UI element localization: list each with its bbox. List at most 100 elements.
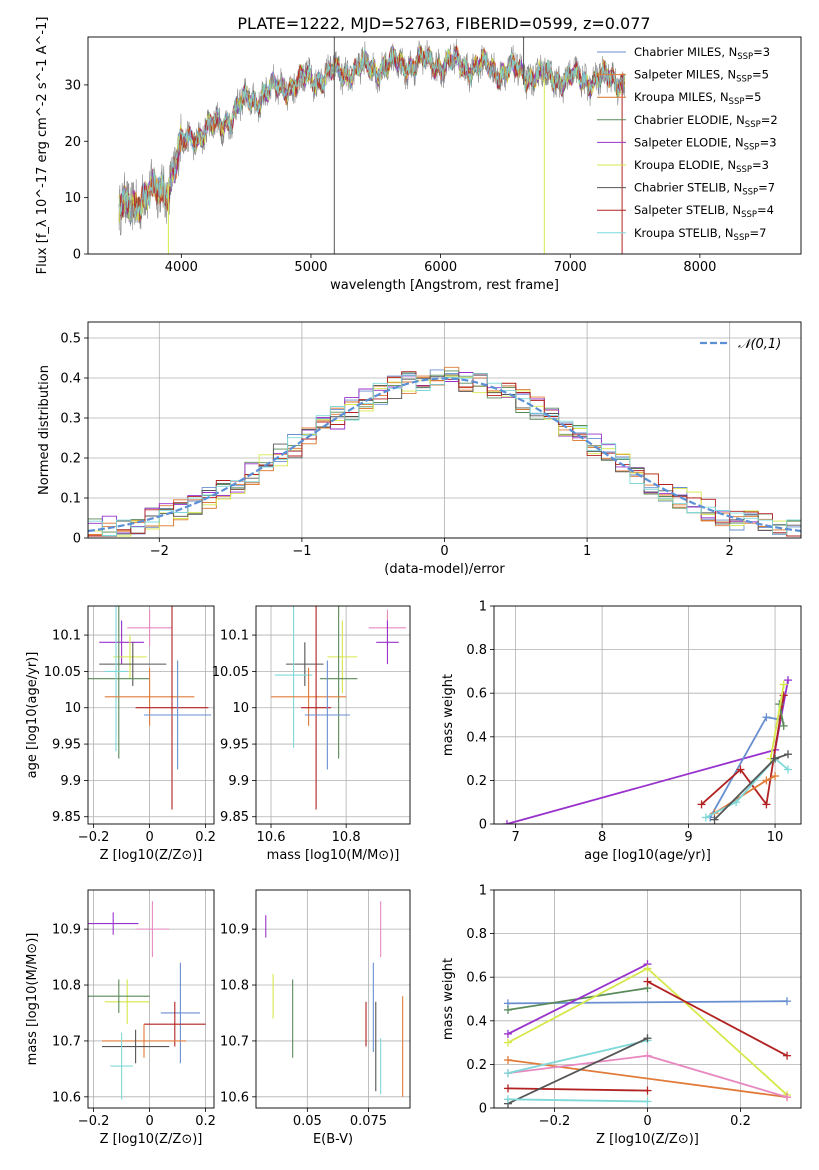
series-marker: [503, 1038, 512, 1047]
errorbar-point: [376, 620, 399, 665]
y-tick-label: 0.2: [466, 774, 487, 789]
x-tick-label: 2: [726, 544, 734, 559]
series-marker: [783, 997, 792, 1006]
series-marker: [784, 765, 793, 774]
legend-label: Salpeter ELODIE, NSSP=3: [634, 135, 777, 152]
errorbar-point: [102, 1029, 170, 1064]
errorbar-point: [88, 912, 139, 935]
series-marker: [736, 765, 745, 774]
y-tick-label: 10.7: [220, 1034, 249, 1049]
y-tick-label: 10: [232, 701, 249, 716]
x-tick-label: 4000: [165, 260, 198, 275]
axes-frame: [493, 605, 802, 825]
y-tick-label: 10.1: [52, 629, 81, 644]
legend-label: Salpeter MILES, NSSP=5: [634, 68, 769, 85]
y-tick-label: 10.8: [52, 979, 81, 994]
mass-vs-ebv-panel: 0.05 0.075 10.6 10.7 10.8 10.9 E(B-V): [220, 889, 411, 1147]
x-tick-label: 5000: [294, 260, 327, 275]
series-line: [705, 757, 789, 819]
series-marker: [762, 713, 771, 722]
y-tick-label: 10.05: [212, 665, 249, 680]
y-tick-label: 10.8: [220, 979, 249, 994]
x-tick-label: 8000: [683, 260, 716, 275]
y-tick-label: 0: [479, 1102, 487, 1117]
errorbar-point: [104, 667, 195, 726]
y-tick-label: 10: [64, 191, 81, 206]
y-tick-label: 0: [73, 532, 81, 547]
y-tick-label: 0.8: [466, 927, 487, 942]
plot-area: [271, 606, 407, 810]
x-tick-label: −0.2: [78, 830, 110, 845]
mass-weight-vs-age-panel: 7 8 9 10 0 0.2 0.4 0.6 0.8 1 age [log10(age/yr)] ma…: [441, 600, 802, 863]
y-tick-label: 1: [479, 884, 487, 899]
legend-label: 𝒩(0,1): [738, 337, 781, 352]
y-tick-label: 9.95: [220, 738, 249, 753]
y-tick-label: 0.2: [466, 1058, 487, 1073]
errorbar-point: [99, 642, 167, 686]
y-tick-label: 9.85: [220, 810, 249, 825]
series-marker: [762, 800, 771, 809]
errorbar-point: [88, 979, 150, 1013]
series-marker: [779, 680, 788, 689]
axes-frame: [255, 889, 411, 1109]
series-marker: [701, 813, 710, 822]
series-marker: [503, 1029, 512, 1038]
x-tick-label: 7000: [554, 260, 587, 275]
errorbar-point: [286, 642, 324, 686]
y-tick-label: 30: [64, 78, 81, 93]
series-marker: [779, 721, 788, 730]
y-tick-label: 9.95: [52, 738, 81, 753]
errorbar-point: [88, 606, 150, 759]
series-marker: [643, 1051, 652, 1060]
x-tick-label: −2: [150, 544, 169, 559]
plot-area: [88, 901, 206, 1100]
y-tick-label: 0.6: [466, 687, 487, 702]
x-tick-label: 0: [145, 1114, 153, 1129]
mass-vs-z-panel: −0.2 0 0.2 10.6 10.7 10.8 10.9 Z [log10(Z/Z⊙)] m…: [25, 889, 216, 1147]
errorbar-point: [104, 979, 150, 1025]
x-tick-label: −1: [292, 544, 311, 559]
y-tick-label: 0: [73, 248, 81, 263]
series-marker: [771, 772, 780, 781]
y-tick-label: 10: [64, 701, 81, 716]
x-tick-label: 6000: [424, 260, 457, 275]
x-tick-label: 0.2: [195, 830, 216, 845]
histogram-kroupa-stelib: [88, 372, 801, 536]
errorbar-point: [144, 660, 212, 770]
x-tick-label: 0.05: [293, 1114, 322, 1129]
legend-label: Kroupa STELIB, NSSP=7: [634, 226, 766, 243]
series-marker: [710, 815, 719, 824]
x-axis-label: age [log10(age/yr)]: [584, 848, 711, 863]
y-axis-label: Flux [f_λ 10^-17 erg cm^-2 s^-1 A^-1]: [35, 17, 50, 275]
legend-label: Salpeter STELIB, NSSP=4: [634, 203, 774, 220]
x-tick-label: 9: [684, 830, 692, 845]
errorbar-point: [127, 609, 172, 646]
series-line: [700, 695, 785, 807]
errorbar-point: [301, 606, 332, 810]
y-tick-label: 9.9: [60, 774, 81, 789]
series-line: [507, 1037, 648, 1105]
mass-weight-vs-z-panel: −0.2 0 0.2 0 0.2 0.4 0.6 0.8 1 Z [log10(Z/Z⊙)] mas…: [441, 884, 802, 1147]
x-tick-label: 0: [643, 1114, 651, 1129]
y-tick-label: 0.5: [60, 332, 81, 347]
series-marker: [643, 977, 652, 986]
errorbar-point: [144, 1001, 206, 1047]
series-marker: [503, 1005, 512, 1014]
y-tick-label: 10.6: [220, 1090, 249, 1105]
series-marker: [643, 1097, 652, 1106]
series-marker: [784, 676, 793, 685]
series-marker: [732, 798, 741, 807]
y-tick-label: 20: [64, 135, 81, 150]
x-tick-label: 0.2: [195, 1114, 216, 1129]
series-line: [507, 1087, 648, 1092]
series-marker: [503, 1056, 512, 1065]
y-axis-label: mass weight: [441, 958, 456, 1040]
errorbar-point: [113, 635, 147, 679]
errorbar-point: [104, 606, 128, 752]
x-tick-label: 10.8: [332, 830, 361, 845]
x-axis-label: E(B-V): [313, 1132, 353, 1147]
x-axis-label: wavelength [Angstrom, rest frame]: [330, 278, 559, 293]
series-marker: [762, 776, 771, 785]
axes-frame: [255, 605, 411, 825]
